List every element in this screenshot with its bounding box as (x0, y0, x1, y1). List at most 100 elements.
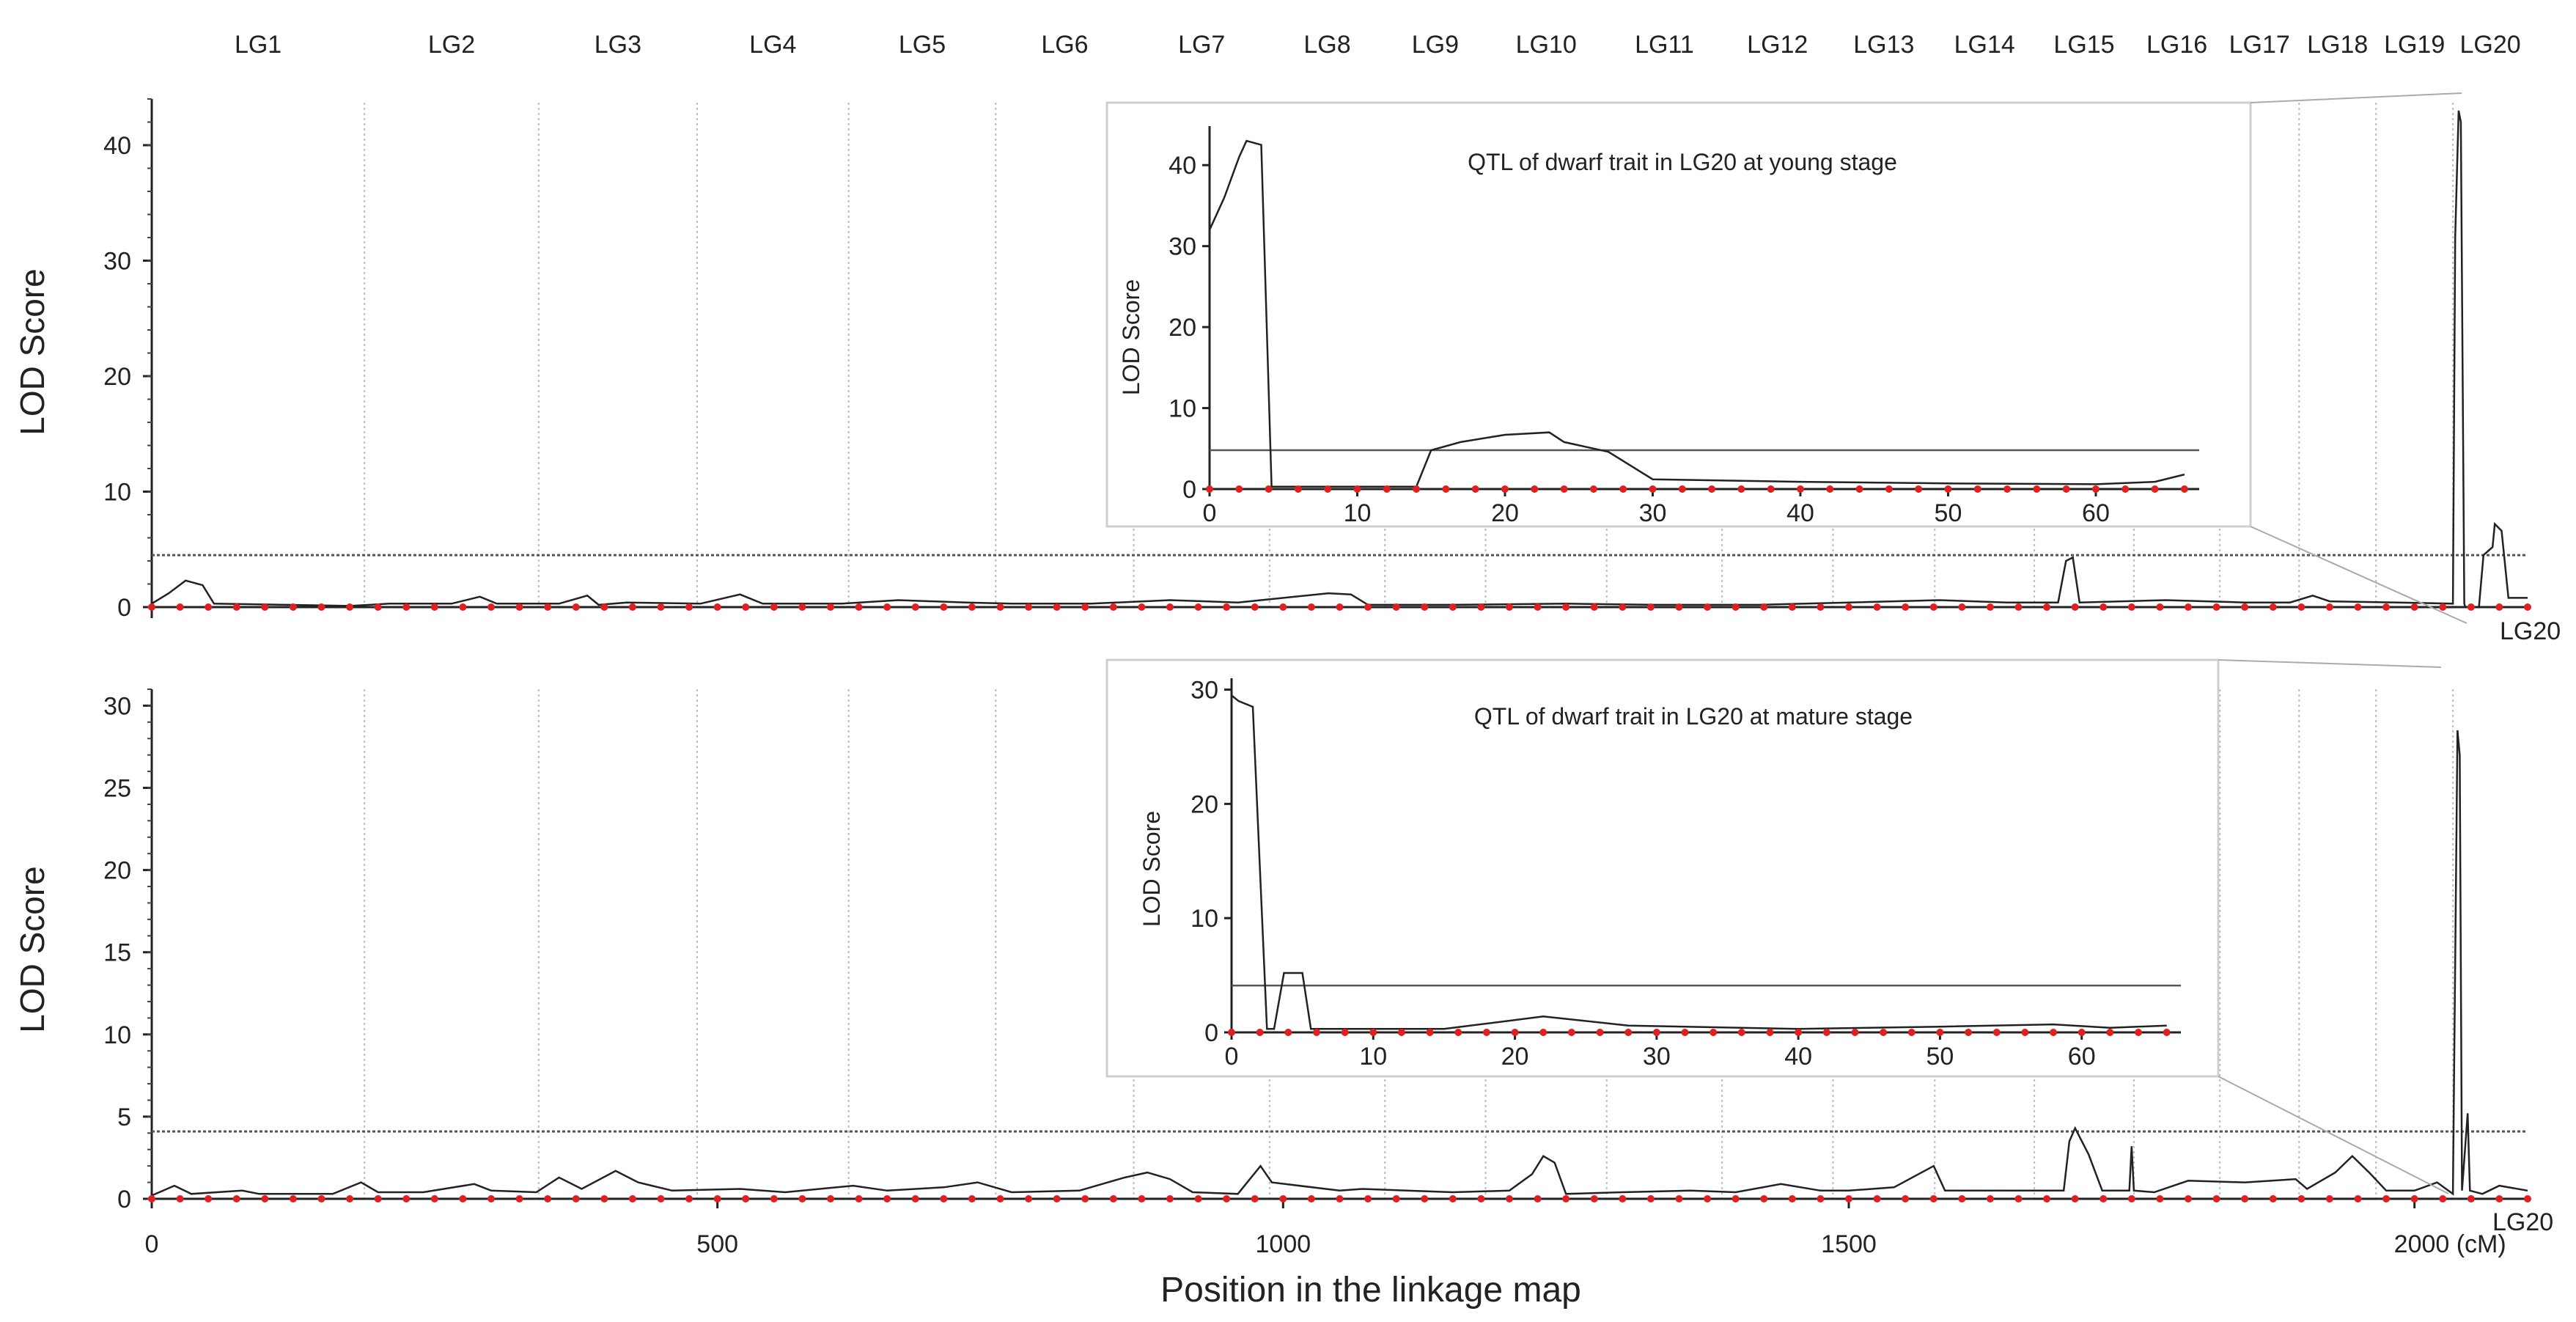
inset-marker-point (1369, 1029, 1377, 1036)
marker-point (1873, 603, 1881, 611)
mature-lod-curve (151, 730, 2528, 1197)
lg-label: LG2 (428, 31, 475, 59)
marker-point (2495, 1195, 2503, 1202)
marker-point (346, 603, 354, 611)
marker-point (459, 1195, 467, 1202)
marker-point (1590, 1195, 1598, 1202)
marker-point (770, 1195, 778, 1202)
marker-point (1109, 603, 1117, 611)
y-tick-label: 30 (103, 248, 131, 276)
marker-point (1534, 603, 1542, 611)
inset-marker-point (1511, 1029, 1519, 1036)
marker-point (289, 1195, 297, 1202)
inset-young-title: QTL of dwarf trait in LG20 at young stag… (1468, 149, 1897, 175)
inset-y-tick-label: 20 (1191, 790, 1218, 818)
marker-point (2354, 603, 2362, 611)
inset-marker-point (2062, 485, 2070, 493)
inset-marker-point (1324, 485, 1332, 493)
inset-x-tick-label: 50 (1935, 499, 1962, 527)
x-tick-label: 500 (696, 1230, 738, 1258)
inset-marker-point (1589, 485, 1597, 493)
marker-point (1053, 603, 1061, 611)
marker-point (1704, 603, 1712, 611)
y-tick-label: 10 (103, 479, 131, 507)
marker-point (685, 603, 693, 611)
marker-point (1817, 1195, 1825, 1202)
marker-point (940, 603, 948, 611)
lg-label: LG8 (1303, 31, 1350, 59)
marker-point (1760, 603, 1768, 611)
inset-marker-point (1822, 1029, 1830, 1036)
marker-point (1929, 603, 1937, 611)
inset-marker-point (1206, 485, 1213, 493)
marker-point (430, 1195, 438, 1202)
mature-y-ticks: 0 5 10 15 20 25 30 (103, 688, 152, 1213)
y-tick-label: 5 (117, 1103, 131, 1131)
inset-marker-point (2003, 485, 2012, 493)
inset-x-tick-label: 60 (2068, 1043, 2096, 1071)
marker-point (205, 603, 213, 611)
marker-point (2410, 1195, 2418, 1202)
lg-label: LG17 (2229, 31, 2290, 59)
marker-point (2325, 1195, 2333, 1202)
marker-point (261, 603, 269, 611)
lg-label: LG18 (2307, 31, 2368, 59)
inset-marker-point (1256, 1029, 1264, 1036)
marker-point (1166, 1195, 1174, 1202)
marker-point (1194, 603, 1202, 611)
marker-point (261, 1195, 269, 1202)
inset-marker-point (1796, 485, 1804, 493)
y-tick-label: 25 (103, 775, 131, 803)
inset-x-tick-label: 20 (1501, 1043, 1529, 1071)
inset-marker-point (1973, 485, 1981, 493)
marker-point (1307, 603, 1315, 611)
marker-point (2156, 603, 2164, 611)
marker-point (1902, 603, 1910, 611)
marker-point (1704, 1195, 1712, 1202)
marker-point (148, 603, 155, 611)
marker-point (1845, 1195, 1852, 1202)
marker-point (2241, 603, 2249, 611)
marker-point (1477, 603, 1485, 611)
marker-point (1619, 603, 1627, 611)
marker-point (996, 603, 1004, 611)
marker-point (2100, 603, 2108, 611)
mature-lg20-label: LG20 (2492, 1208, 2553, 1236)
marker-point (1929, 1195, 1937, 1202)
marker-point (657, 603, 665, 611)
x-tick-label: 1000 (1256, 1230, 1311, 1258)
marker-point (572, 1195, 580, 1202)
y-tick-label: 20 (103, 363, 131, 391)
marker-point (346, 1195, 354, 1202)
marker-point (2325, 603, 2333, 611)
inset-marker-point (1619, 485, 1627, 493)
inset-marker-point (1567, 1029, 1575, 1036)
inset-marker-point (1885, 485, 1893, 493)
marker-point (176, 603, 184, 611)
marker-point (1506, 603, 1513, 611)
marker-point (798, 603, 806, 611)
marker-point (1958, 603, 1966, 611)
inset-mature-title: QTL of dwarf trait in LG20 at mature sta… (1474, 703, 1913, 730)
lg-label: LG20 (2459, 31, 2520, 59)
inset-y-tick-label: 30 (1169, 233, 1196, 261)
marker-point (1449, 1195, 1457, 1202)
inset-marker-point (1560, 485, 1568, 493)
marker-point (600, 1195, 608, 1202)
marker-point (374, 603, 382, 611)
lg-label: LG11 (1635, 31, 1694, 59)
y-tick-label: 20 (103, 857, 131, 885)
linkage-group-labels: LG1 LG2 LG3 LG4 LG5 LG6 LG7 LG8 LG9 LG10 LG11 LG12 L… (235, 31, 2521, 59)
inset-marker-point (1737, 485, 1745, 493)
marker-point (2382, 1195, 2391, 1202)
marker-point (940, 1195, 948, 1202)
inset-marker-point (1383, 485, 1391, 493)
marker-point (1025, 603, 1033, 611)
marker-point (855, 603, 863, 611)
inset-marker-point (1708, 485, 1716, 493)
marker-point (2524, 603, 2531, 611)
young-lg20-label: LG20 (2500, 617, 2561, 645)
marker-point (1166, 603, 1174, 611)
inset-marker-point (1944, 485, 1952, 493)
marker-point (1251, 603, 1259, 611)
